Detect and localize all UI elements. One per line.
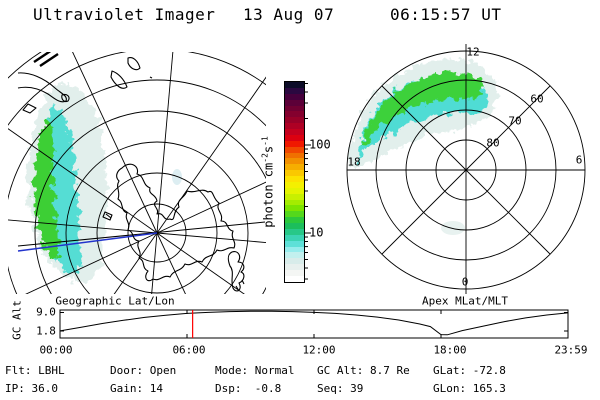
- mlt-spokes: [347, 44, 585, 294]
- colorbar-unit-label: photon cm-2s-1: [260, 136, 276, 228]
- faint-emission-spot-polar: [441, 221, 465, 235]
- status-glon: GLon: 165.3: [433, 382, 506, 395]
- status-door: Door: Open: [110, 364, 177, 377]
- gc-alt-ytick-1.8: 1.8: [36, 324, 56, 338]
- page-title: Ultraviolet Imager: [33, 5, 216, 24]
- gc-alt-ytick-9: 9.0: [36, 305, 56, 319]
- colorbar-ticks: [305, 83, 311, 280]
- header-time: 06:15:57 UT: [390, 5, 502, 24]
- xtick-1800: 18:00: [433, 343, 467, 357]
- right-polar-title: Apex MLat/MLT: [421, 294, 509, 308]
- orbit-track: [17, 221, 266, 247]
- colorbar-tick-100: 100: [309, 137, 331, 152]
- latitude-circles: [8, 52, 266, 294]
- header-date: 13 Aug 07: [243, 5, 335, 24]
- mlt-label-18: 18: [347, 155, 361, 169]
- mlat-ring-label-80: 80: [486, 136, 500, 150]
- left-map-title: Geographic Lat/Lon: [55, 294, 175, 308]
- xtick-0000: 00:00: [39, 343, 73, 357]
- apex-polar-plot: [346, 44, 586, 294]
- gc-alt-ylabel: GC Alt: [10, 300, 24, 340]
- orbit-track-highlight: [17, 232, 158, 252]
- mlt-label-6: 6: [575, 153, 583, 167]
- xtick-2359: 23:59: [554, 343, 588, 357]
- mlat-ring-label-60: 60: [530, 92, 544, 106]
- status-flt: Flt: LBHL: [5, 364, 65, 377]
- status-glat: GLat: -72.8: [433, 364, 506, 377]
- status-mode: Mode: Normal: [215, 364, 295, 377]
- faint-emission-spot-map: [172, 169, 182, 185]
- status-gcalt: GC Alt: 8.7 Re: [317, 364, 410, 377]
- status-dsp: Dsp: -0.8: [215, 382, 282, 395]
- colorbar-unit-exp1: -2: [260, 153, 270, 163]
- status-ip: IP: 36.0: [5, 382, 58, 395]
- xtick-1200: 12:00: [302, 343, 336, 357]
- aurora-right: [349, 59, 497, 168]
- xtick-0600: 06:00: [172, 343, 206, 357]
- colorbar-stack: [284, 81, 305, 283]
- aurora-left: [27, 83, 107, 283]
- colorbar-unit-exp2: -1: [260, 136, 270, 146]
- colorbar-unit-main: photon cm: [261, 162, 276, 228]
- mlat-ring-label-70: 70: [508, 114, 522, 128]
- mlt-label-12: 12: [466, 45, 480, 59]
- gc-alt-panel: [59, 309, 569, 339]
- colorbar-unit-s: s: [261, 145, 276, 154]
- geographic-map: [8, 52, 266, 294]
- status-seq: Seq: 39: [317, 382, 364, 395]
- mlt-label-0: 0: [461, 275, 469, 289]
- status-gain: Gain: 14: [110, 382, 163, 395]
- colorbar-tick-10: 10: [309, 225, 324, 240]
- coastlines: [17, 52, 245, 292]
- gc-alt-curve: [59, 310, 568, 336]
